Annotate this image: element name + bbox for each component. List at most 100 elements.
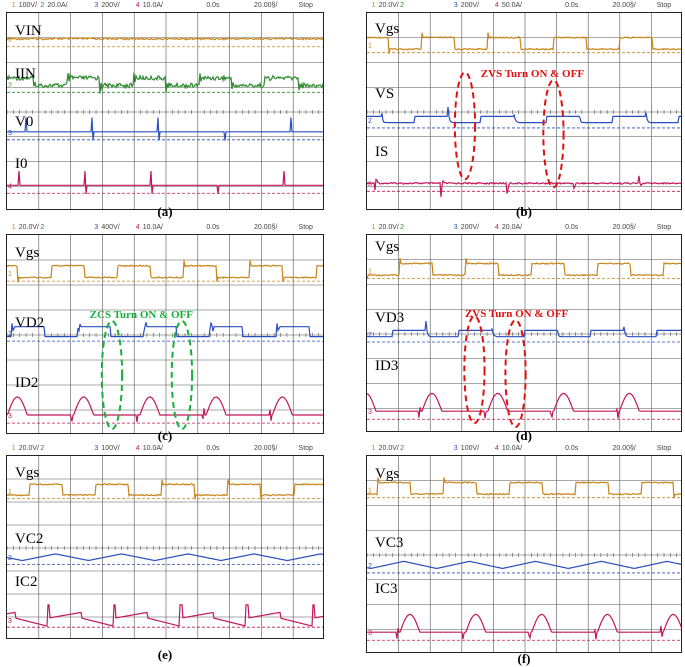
channel-number: 2 xyxy=(400,445,404,452)
header-time: 0.0s xyxy=(206,2,220,9)
scope-header: 20.0V/1 2 200V/3 20.0A/4 0.0s 20.00§/ Stop xyxy=(366,222,682,234)
channel-number: 1 xyxy=(371,2,376,9)
signal-label: VC3 xyxy=(375,535,404,552)
header-scale: 20.00§/ xyxy=(254,445,278,452)
channel-number: 1 xyxy=(371,445,376,452)
signal-label: ID3 xyxy=(375,357,399,374)
scope-svg: 1 2 3 4 xyxy=(7,13,323,209)
panel-caption: (d) xyxy=(516,428,532,443)
channel-number: 2 xyxy=(400,224,404,231)
signal-label: Vgs xyxy=(375,20,400,37)
highlight-ellipse xyxy=(100,320,124,430)
header-time: 0.0s xyxy=(565,224,579,231)
signal-label: V0 xyxy=(15,113,34,130)
annotation-text: ZVS Turn ON & OFF xyxy=(464,308,569,321)
trace-is xyxy=(367,175,681,198)
channel-number: 4 xyxy=(135,224,140,231)
trace-id2 xyxy=(7,396,323,423)
annotation-text: ZCS Turn ON & OFF xyxy=(89,309,193,321)
channel-marker: 2 xyxy=(368,332,372,339)
channel-number: 2 xyxy=(40,224,45,231)
signal-label: I0 xyxy=(15,155,28,172)
scope-svg: 1 2 3 xyxy=(7,235,323,433)
channel-number: 4 xyxy=(494,445,499,452)
panel-d: 20.0V/1 2 200V/3 20.0A/4 0.0s 20.00§/ Stop 1 2 3 V… xyxy=(366,222,682,432)
channel-marker: 3 xyxy=(368,181,372,188)
header-ch3: 100V/ xyxy=(460,445,480,452)
scope-svg: 1 2 3 xyxy=(7,456,323,638)
signal-label: IIN xyxy=(15,66,36,83)
scope-screen: 1 2 3 Vgs VD2 ID2 ZCS Turn ON & OFF xyxy=(6,234,324,434)
scope-screen: 1 2 3 4 VIN IIN V0 I0 xyxy=(6,12,324,210)
channel-marker: 2 xyxy=(368,563,372,570)
header-ch3: 100V/ xyxy=(101,445,120,452)
header-ch1: 100V/ xyxy=(18,2,38,9)
header-scale: 20.00§/ xyxy=(612,445,636,452)
header-scale: 20.00§/ xyxy=(612,2,636,9)
header-ch3: 400V/ xyxy=(101,224,120,231)
signal-label: Vgs xyxy=(15,245,40,261)
scope-header: 20.0V/1 2 100V/3 10.0A/4 0.0s 20.00§/ Stop xyxy=(366,443,682,455)
header-ch4: 50.0A/ xyxy=(501,2,523,9)
channel-number: 2 xyxy=(400,2,404,9)
trace-vgs xyxy=(367,477,681,499)
channel-number: 3 xyxy=(94,2,99,9)
scope-header: 20.0V/1 2 400V/3 10.0A/4 0.0s 20.00§/ Stop xyxy=(6,222,324,234)
highlight-ellipse xyxy=(170,320,194,430)
header-scale: 20.00§/ xyxy=(254,224,278,231)
header-time: 0.0s xyxy=(206,445,220,452)
scope-screen: 1 2 3 Vgs VS IS ZVS Turn ON & OFF xyxy=(366,12,682,210)
trace-v0 xyxy=(7,117,323,141)
channel-marker: 1 xyxy=(368,43,372,50)
header-time: 0.0s xyxy=(565,2,579,9)
trace-ic3 xyxy=(367,613,681,641)
channel-number: 1 xyxy=(11,224,16,231)
signal-label: VD2 xyxy=(15,315,45,331)
header-time: 0.0s xyxy=(206,224,220,231)
scope-header: 20.0V/1 2 200V/3 50.0A/4 0.0s 20.00§/ Stop xyxy=(366,0,682,12)
header-ch4: 10.0A/ xyxy=(501,445,523,452)
channel-number: 4 xyxy=(135,2,140,9)
header-ch4: 10.0A/ xyxy=(142,445,163,452)
channel-number: 4 xyxy=(135,445,140,452)
header-ch1: 20.0V/ xyxy=(18,224,39,231)
panel-b: 20.0V/1 2 200V/3 50.0A/4 0.0s 20.00§/ Stop 1 2 3 V… xyxy=(366,0,682,210)
header-status: Stop xyxy=(298,224,313,231)
annotation-text: ZVS Turn ON & OFF xyxy=(480,68,585,81)
channel-marker: 3 xyxy=(368,409,372,416)
scope-svg: 1 2 3 xyxy=(367,235,681,431)
panel-caption: (c) xyxy=(157,428,173,443)
channel-marker: 1 xyxy=(8,489,12,496)
header-time: 0.0s xyxy=(565,445,579,452)
highlight-ellipse xyxy=(453,71,477,181)
channel-number: 3 xyxy=(453,2,458,9)
channel-marker: 4 xyxy=(8,183,12,190)
signal-label: IC3 xyxy=(375,580,398,597)
header-ch3: 200V/ xyxy=(101,2,120,9)
trace-id3 xyxy=(367,392,681,420)
trace-i0 xyxy=(7,170,323,194)
channel-number: 3 xyxy=(94,224,99,231)
channel-number: 4 xyxy=(494,2,499,9)
panel-caption: (a) xyxy=(157,204,173,219)
channel-number: 2 xyxy=(40,445,45,452)
trace-ic2 xyxy=(7,604,323,627)
signal-label: VS xyxy=(375,86,395,103)
header-scale: 20.00§/ xyxy=(254,2,278,9)
trace-vgs xyxy=(7,479,323,500)
scope-header: 100V/1 20.0A/2 200V/3 10.0A/4 0.0s 20.00§/ Sto… xyxy=(6,0,324,12)
scope-svg: 1 2 3 xyxy=(367,13,681,209)
signal-label: Vgs xyxy=(375,238,400,255)
header-scale: 20.00§/ xyxy=(612,224,636,231)
header-status: Stop xyxy=(656,445,672,452)
channel-number: 3 xyxy=(453,224,458,231)
trace-vin xyxy=(7,36,323,41)
channel-marker: 1 xyxy=(368,269,372,276)
header-status: Stop xyxy=(656,224,672,231)
highlight-ellipse xyxy=(542,79,565,189)
channel-number: 1 xyxy=(371,224,376,231)
header-ch3: 200V/ xyxy=(460,2,480,9)
channel-marker: 1 xyxy=(368,488,372,495)
header-ch2: 20.0A/ xyxy=(47,2,68,9)
signal-label: IC2 xyxy=(15,573,38,590)
